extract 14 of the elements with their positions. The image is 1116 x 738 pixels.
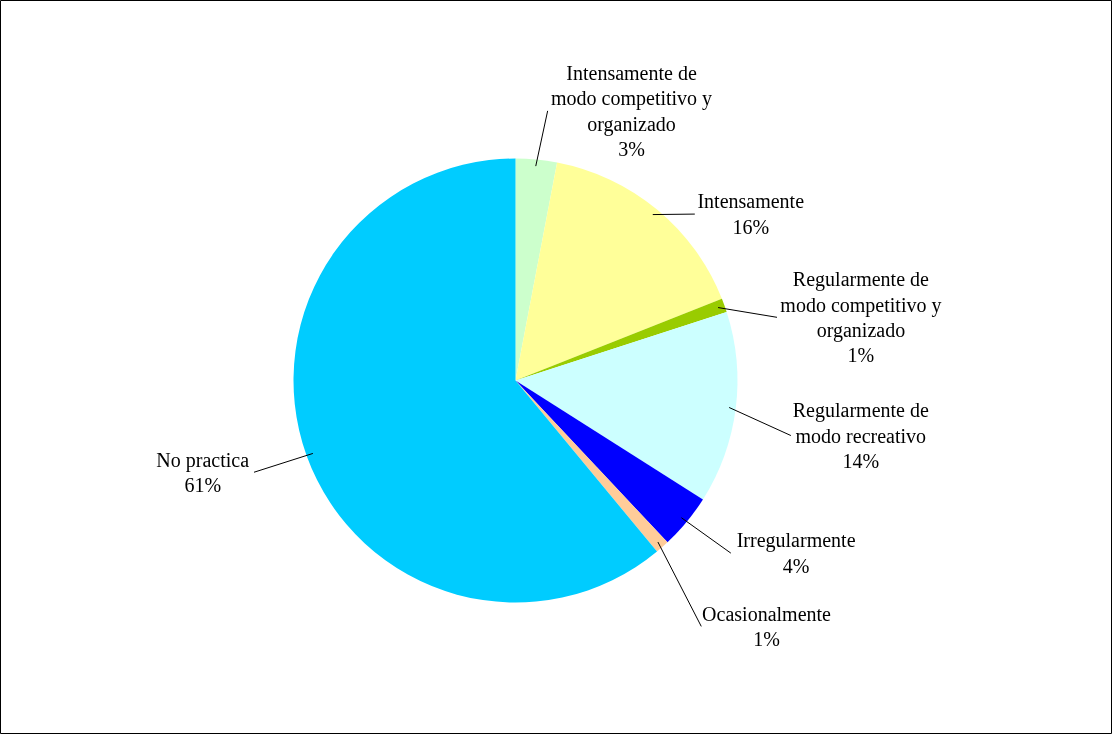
- slice-label: Regularmente de modo competitivo y organizado: [780, 268, 942, 342]
- slice-label: Ocasionalmente: [702, 602, 832, 625]
- data-label: 1%: [753, 628, 780, 651]
- slice-label: No practica: [156, 448, 250, 472]
- slice-label: Regularmente de modo recreativo: [792, 399, 929, 447]
- data-label: 16%: [732, 215, 770, 238]
- slice-label: Intensamente: [697, 190, 805, 213]
- data-label: 1%: [847, 344, 875, 367]
- slice-label: Irregularmente: [736, 529, 856, 553]
- slice-label: Intensamente de modo competitivo y organizado: [551, 61, 713, 136]
- data-label: 3%: [618, 137, 645, 160]
- data-label: 61%: [184, 473, 222, 496]
- data-label: 4%: [782, 554, 810, 577]
- data-label: 14%: [842, 449, 880, 472]
